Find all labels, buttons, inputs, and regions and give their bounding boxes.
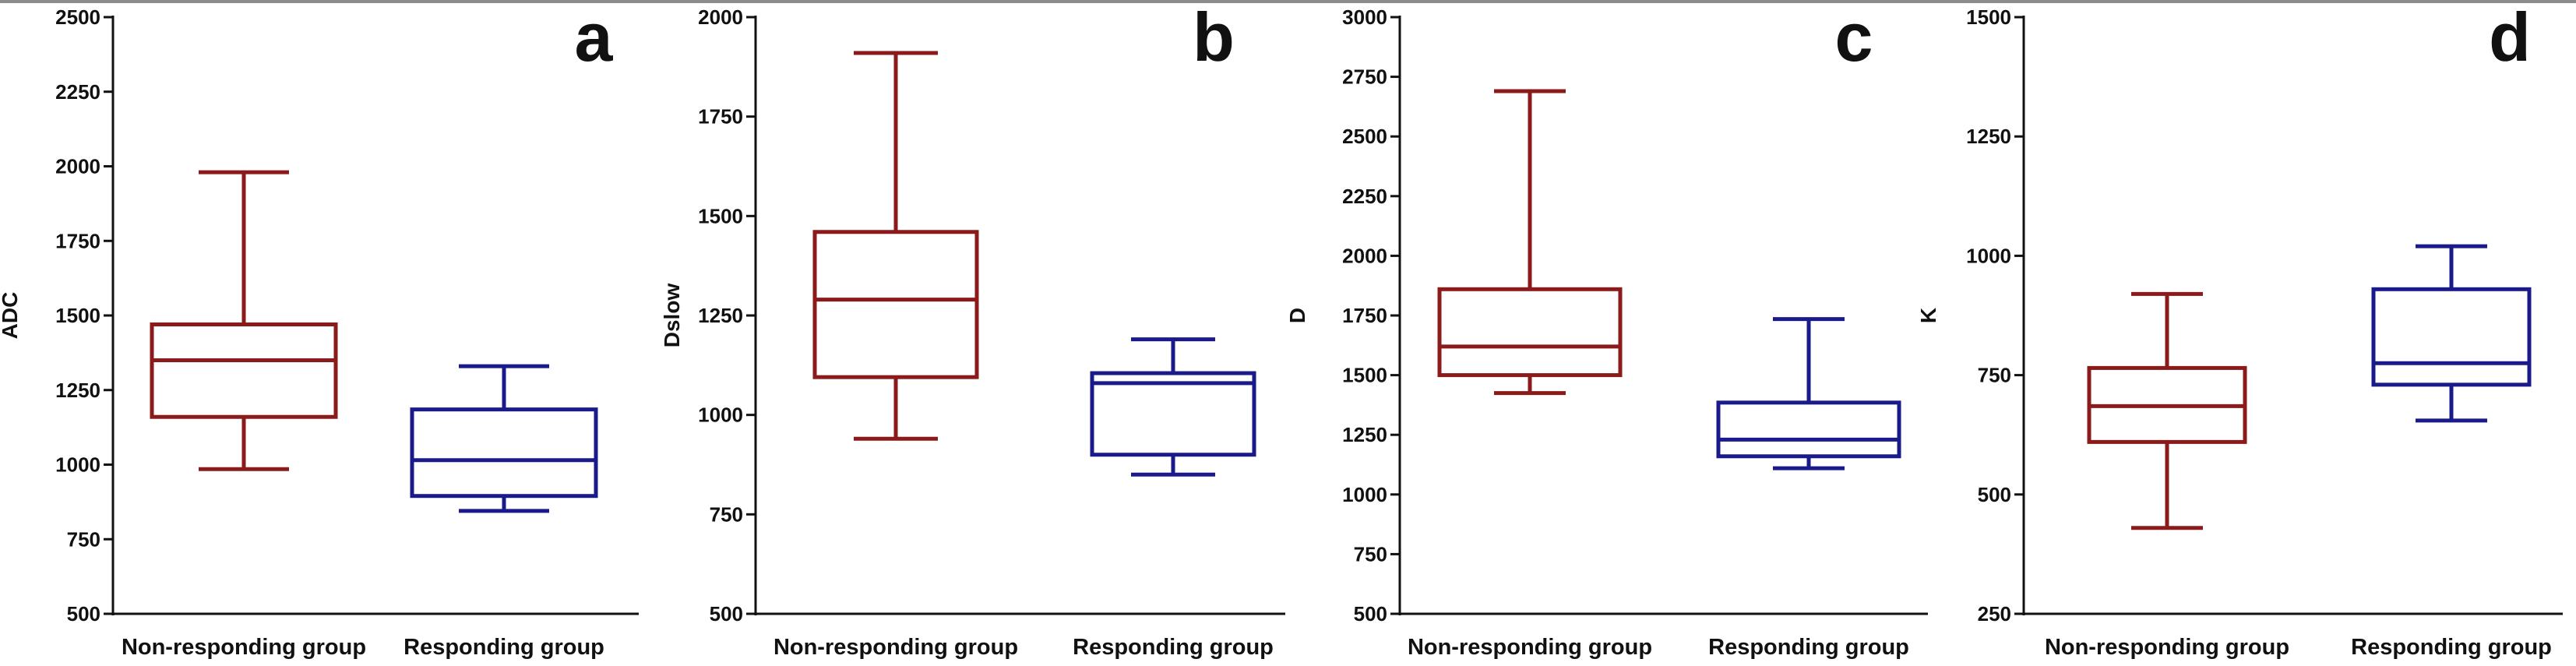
y-tick-label: 2250 <box>1342 185 1387 208</box>
y-tick-label: 1750 <box>698 105 743 129</box>
y-tick-label: 1250 <box>1342 423 1387 446</box>
y-tick-label: 750 <box>1354 542 1387 566</box>
x-category-label: Non-responding group <box>774 635 1018 660</box>
x-category-label: Non-responding group <box>2045 635 2289 660</box>
panel-d: 250 500 750 1000 1250 1500 Kd Non-responding gr… <box>1916 0 2563 660</box>
box-non-responding <box>150 170 338 471</box>
panel-letter: d <box>2489 0 2531 76</box>
x-category-label: Non-responding group <box>1408 635 1652 660</box>
panel-b: 500 750 1000 1250 1500 1750 2000 Dslow b Non-resp… <box>660 0 1285 660</box>
y-tick-label: 2000 <box>55 155 100 178</box>
y-tick-label: 750 <box>710 502 743 526</box>
y-tick-label: 500 <box>710 602 743 625</box>
y-axis-title: D <box>1285 308 1309 323</box>
box-iqr <box>2371 287 2532 387</box>
panel-c: 500 750 1000 1250 1500 1750 2000 2250 2500 2750 30… <box>1285 0 1928 660</box>
y-tick-label: 1500 <box>55 304 100 327</box>
y-axis-title: K <box>1916 308 1940 323</box>
panel-letter: c <box>1835 0 1873 76</box>
x-category-label: Responding group <box>1073 635 1274 660</box>
panel-a: 500 750 1000 1250 1500 1750 2000 2250 2500 ADC a No… <box>0 0 639 660</box>
y-axis-title: ADC <box>0 292 22 340</box>
y-tick-label: 1500 <box>1966 5 2011 29</box>
y-tick-label: 1250 <box>698 304 743 327</box>
box-responding <box>1716 317 1901 470</box>
box-iqr <box>1090 371 1256 457</box>
box-iqr <box>150 322 338 419</box>
box-responding <box>2371 244 2532 423</box>
y-tick-label: 2250 <box>55 80 100 104</box>
y-axis-title: Dslow <box>660 284 684 348</box>
box-iqr <box>1716 400 1901 459</box>
box-responding <box>410 364 598 513</box>
panel-letter: a <box>575 0 614 76</box>
box-iqr <box>1437 287 1623 378</box>
y-tick-label: 1000 <box>698 403 743 427</box>
y-tick-label: 1750 <box>1342 304 1387 327</box>
y-tick-label: 1000 <box>1342 483 1387 506</box>
y-tick-label: 750 <box>67 527 100 551</box>
box-responding <box>1090 337 1256 477</box>
box-iqr <box>812 230 979 379</box>
y-tick-label: 500 <box>67 602 100 625</box>
y-tick-label: 1250 <box>1966 125 2011 148</box>
y-tick-label: 1750 <box>55 229 100 252</box>
y-tick-label: 250 <box>1978 602 2011 625</box>
x-category-label: Responding group <box>403 635 604 660</box>
y-tick-label: 500 <box>1354 602 1387 625</box>
y-tick-label: 2500 <box>1342 125 1387 148</box>
y-tick-label: 2750 <box>1342 65 1387 89</box>
y-tick-label: 1500 <box>698 204 743 227</box>
box-non-responding <box>2087 291 2247 530</box>
y-tick-label: 1250 <box>55 379 100 402</box>
box-non-responding <box>1437 89 1623 396</box>
y-tick-label: 1000 <box>55 453 100 477</box>
y-tick-label: 500 <box>1978 483 2011 506</box>
box-non-responding <box>812 51 979 441</box>
box-iqr <box>410 407 598 499</box>
top-border <box>0 0 2576 3</box>
x-category-label: Responding group <box>2351 635 2552 660</box>
y-tick-label: 2000 <box>698 5 743 29</box>
y-tick-label: 1000 <box>1966 244 2011 267</box>
x-category-label: Non-responding group <box>122 635 366 660</box>
panel-letter: b <box>1193 0 1235 76</box>
y-tick-label: 3000 <box>1342 5 1387 29</box>
y-tick-label: 2500 <box>55 5 100 29</box>
x-category-label: Responding group <box>1708 635 1909 660</box>
y-tick-label: 750 <box>1978 364 2011 387</box>
y-tick-label: 2000 <box>1342 244 1387 267</box>
y-tick-label: 1500 <box>1342 364 1387 387</box>
